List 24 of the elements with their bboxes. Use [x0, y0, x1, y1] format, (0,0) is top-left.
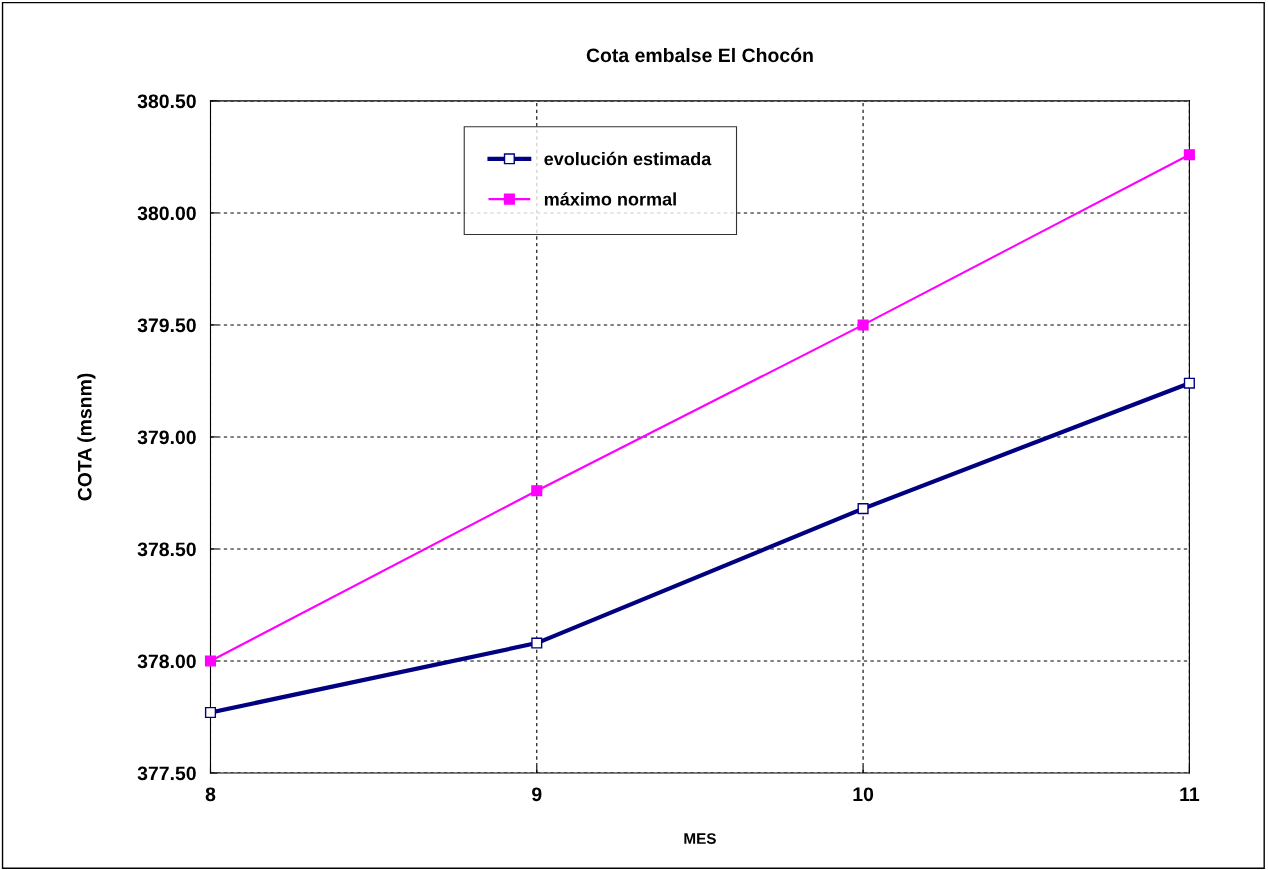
y-tick-label: 380.50: [137, 94, 196, 109]
legend-label: máximo normal: [544, 192, 676, 206]
point: [204, 655, 217, 667]
point: [204, 706, 217, 719]
point: [531, 637, 543, 649]
point: [857, 503, 869, 515]
y-tick-label: 377.50: [137, 766, 196, 781]
x-tick-label: 10: [853, 787, 874, 802]
x-tick-label: 8: [205, 787, 216, 802]
point: [857, 319, 869, 331]
x-tick-label: 11: [1180, 787, 1200, 801]
x-axis-title: MES: [684, 833, 716, 845]
legend-label: evolución estimada: [544, 151, 712, 166]
chart-title: Cota embalse El Chocón: [586, 47, 813, 63]
y-tick-label: 378.50: [137, 542, 196, 557]
x-tick-label: 9: [532, 787, 542, 802]
y-axis-title: COTA (msnm): [77, 373, 96, 501]
y-tick-label: 379.00: [137, 430, 196, 445]
y-tick-label: 378.00: [137, 654, 196, 669]
point: [1183, 377, 1195, 389]
y-tick-label: 380.00: [137, 206, 196, 221]
point: [1183, 149, 1195, 161]
point: [531, 485, 543, 497]
y-tick-label: 379.50: [137, 318, 196, 333]
